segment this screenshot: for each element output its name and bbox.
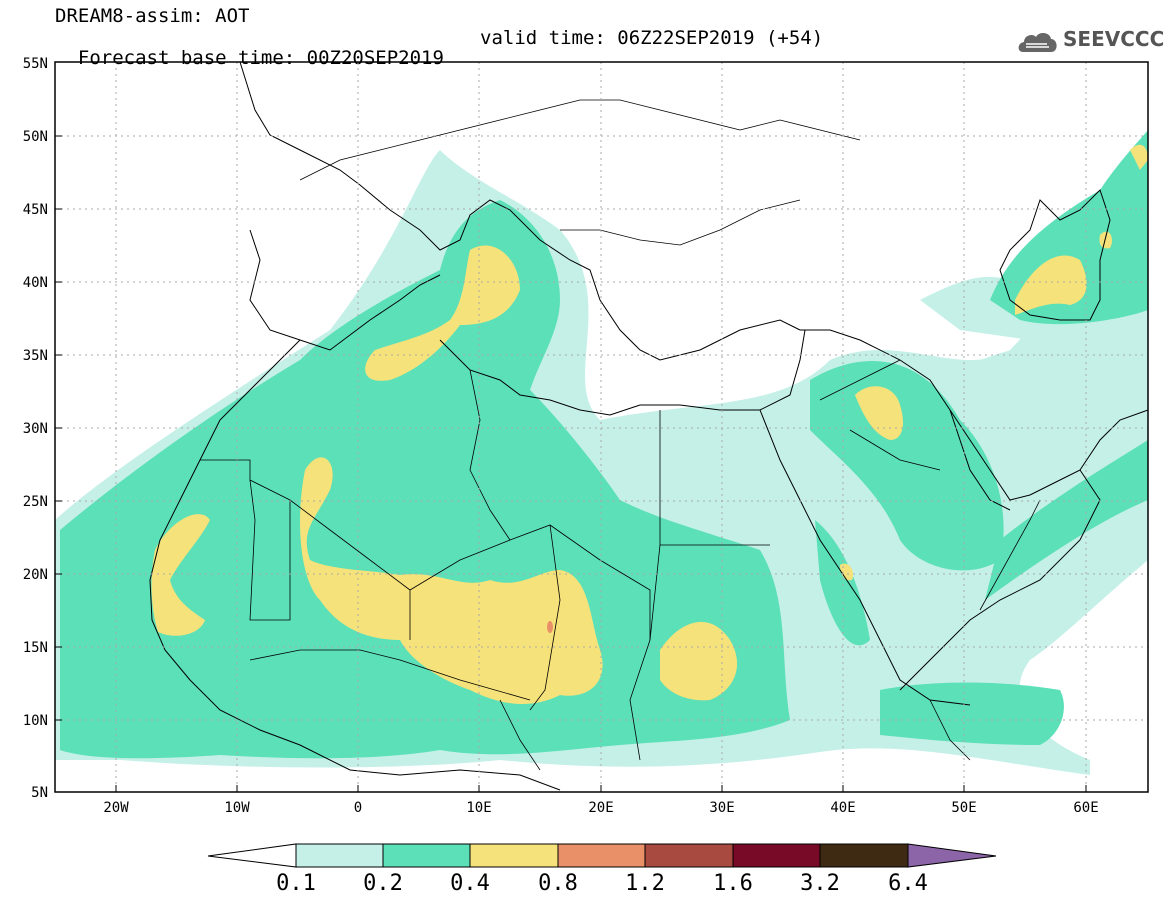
lat-label: 10N [23, 713, 48, 729]
colorbar-swatch [732, 843, 821, 868]
lon-label: 50E [951, 800, 976, 816]
lat-label: 50N [23, 129, 48, 145]
aot-level-0.4 [151, 144, 1148, 705]
colorbar-label: 0.8 [538, 871, 578, 896]
lon-label: 20E [588, 800, 613, 816]
gridlines [55, 62, 1148, 792]
colorbar-label: 0.4 [450, 871, 490, 896]
lat-label: 20N [23, 567, 48, 583]
valid-time: valid time: 06Z22SEP2019 (+54) [480, 27, 824, 49]
tick-marks [55, 135, 1087, 792]
lat-label: 35N [23, 348, 48, 364]
colorbar-max-arrow [907, 843, 997, 868]
forecast-time-line: Forecast base time: 00Z20SEP2019 valid t… [55, 28, 823, 88]
lat-label: 55N [23, 56, 48, 72]
colorbar-label: 3.2 [800, 871, 840, 896]
seevccc-logo [1018, 33, 1057, 52]
colorbar-swatch [557, 843, 646, 868]
colorbar-swatch [382, 843, 471, 868]
lon-label: 60E [1073, 800, 1098, 816]
cloud-icon [1018, 33, 1057, 52]
colorbar [207, 843, 997, 868]
country-borders [200, 99, 1041, 771]
lat-label: 25N [23, 494, 48, 510]
lon-label: 30E [709, 800, 734, 816]
aot-level-0.2 [60, 130, 1148, 759]
lon-label: 10E [466, 800, 491, 816]
lon-axis: 20W 10W 0 10E 20E 30E 40E 50E 60E [103, 800, 1098, 816]
lat-label: 15N [23, 640, 48, 656]
lon-label: 0 [354, 800, 362, 816]
colorbar-label: 0.1 [276, 871, 316, 896]
colorbar-min-arrow [207, 843, 297, 868]
lat-label: 5N [31, 785, 48, 801]
lon-label: 10W [224, 800, 250, 816]
map-title: DREAM8-assim: AOT [55, 5, 250, 27]
lon-label: 40E [830, 800, 855, 816]
colorbar-swatch [644, 843, 734, 868]
colorbar-swatch [469, 843, 559, 868]
lat-axis: 55N 50N 45N 40N 35N 30N 25N 20N 15N 10N … [23, 56, 48, 801]
lat-label: 30N [23, 421, 48, 437]
lat-label: 40N [23, 275, 48, 291]
logo-text: SEEVCCC [1063, 27, 1165, 51]
aot-level-0.8 [547, 621, 553, 633]
colorbar-swatch [295, 843, 384, 868]
lon-label: 20W [103, 800, 129, 816]
colorbar-label: 1.6 [713, 871, 753, 896]
colorbar-swatch [819, 843, 909, 868]
colorbar-label: 0.2 [363, 871, 403, 896]
lat-label: 45N [23, 202, 48, 218]
aot-field [55, 62, 1148, 791]
colorbar-label: 6.4 [888, 871, 928, 896]
base-time: Forecast base time: 00Z20SEP2019 [77, 47, 444, 69]
colorbar-label: 1.2 [625, 871, 665, 896]
